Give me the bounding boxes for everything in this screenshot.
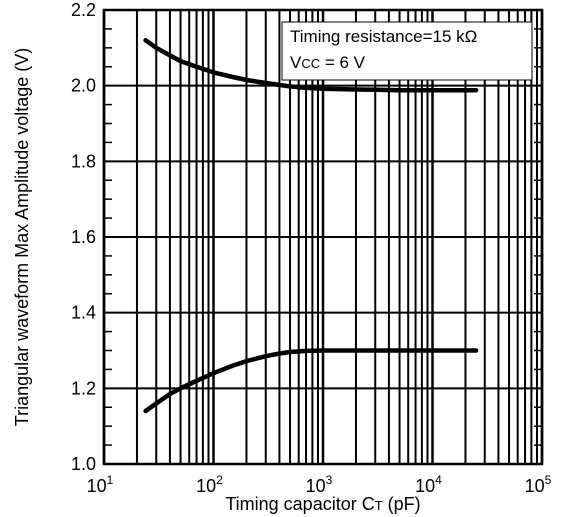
y-axis-label: Triangular waveform Max Amplitude voltag…: [12, 48, 32, 426]
y-tick-label: 1.0: [71, 454, 96, 474]
annotation-cc: CC: [301, 56, 320, 71]
x-tick-exponent: 4: [435, 473, 442, 487]
x-axis-label-main: Timing capacitor C: [225, 494, 374, 514]
x-tick-exponent: 3: [326, 473, 333, 487]
x-tick-base: 10: [306, 476, 326, 496]
y-tick-label: 1.2: [71, 378, 96, 398]
x-axis-label-unit: (pF): [383, 494, 421, 514]
x-tick-base: 10: [525, 476, 545, 496]
annotation-line-2: VCC = 6 V: [290, 53, 366, 72]
annotation-box: [281, 21, 533, 81]
x-axis-label-sub: T: [375, 498, 383, 513]
plot-frame: [102, 8, 544, 466]
y-tick-label: 1.6: [71, 227, 96, 247]
x-tick-base: 10: [196, 476, 216, 496]
x-tick-exponent: 5: [545, 473, 552, 487]
x-tick-base: 10: [415, 476, 435, 496]
y-tick-label: 1.4: [71, 303, 96, 323]
tick-marks: [104, 28, 542, 446]
x-tick-label: 104: [415, 473, 442, 496]
y-tick-label: 2.2: [71, 0, 96, 20]
y-tick-label: 1.8: [71, 151, 96, 171]
x-tick-label: 103: [306, 473, 333, 496]
series-line: [143, 38, 479, 93]
x-tick-label: 105: [525, 473, 552, 496]
x-tick-label: 102: [196, 473, 223, 496]
annotation-line-1: Timing resistance=15 kΩ: [290, 27, 477, 46]
annotation-v: V: [290, 53, 302, 72]
curves: [143, 38, 479, 414]
x-tick-exponent: 1: [107, 473, 114, 487]
y-tick-label: 2.0: [71, 76, 96, 96]
annotation-rest: = 6 V: [320, 53, 366, 72]
x-axis-label: Timing capacitor CT (pF): [225, 494, 420, 514]
x-tick-exponent: 2: [216, 473, 223, 487]
x-tick-base: 10: [87, 476, 107, 496]
series-line: [143, 348, 479, 414]
x-tick-label: 101: [87, 473, 114, 496]
